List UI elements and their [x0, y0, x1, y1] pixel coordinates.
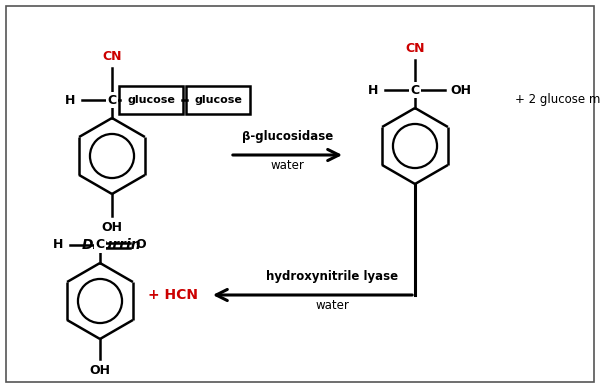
Text: + HCN: + HCN — [148, 288, 198, 302]
Text: H: H — [65, 94, 75, 106]
FancyBboxPatch shape — [186, 86, 250, 114]
FancyBboxPatch shape — [119, 86, 183, 114]
Text: H: H — [368, 83, 378, 97]
Text: H: H — [53, 239, 63, 251]
Text: CN: CN — [405, 42, 425, 55]
Text: β-glucosidase: β-glucosidase — [242, 130, 333, 143]
Text: water: water — [271, 159, 304, 172]
Text: C: C — [410, 83, 419, 97]
Text: Dhurrin: Dhurrin — [82, 238, 142, 252]
Text: OH: OH — [101, 221, 122, 234]
Text: glucose: glucose — [194, 95, 242, 105]
Text: glucose: glucose — [127, 95, 175, 105]
Text: OH: OH — [89, 364, 110, 377]
Text: hydroxynitrile lyase: hydroxynitrile lyase — [266, 270, 398, 283]
Text: water: water — [316, 299, 349, 312]
Text: O: O — [135, 239, 146, 251]
Text: C: C — [95, 239, 104, 251]
Text: CN: CN — [102, 50, 122, 63]
Text: OH: OH — [450, 83, 471, 97]
Text: C: C — [107, 94, 116, 106]
Text: + 2 glucose molecules: + 2 glucose molecules — [515, 94, 600, 106]
